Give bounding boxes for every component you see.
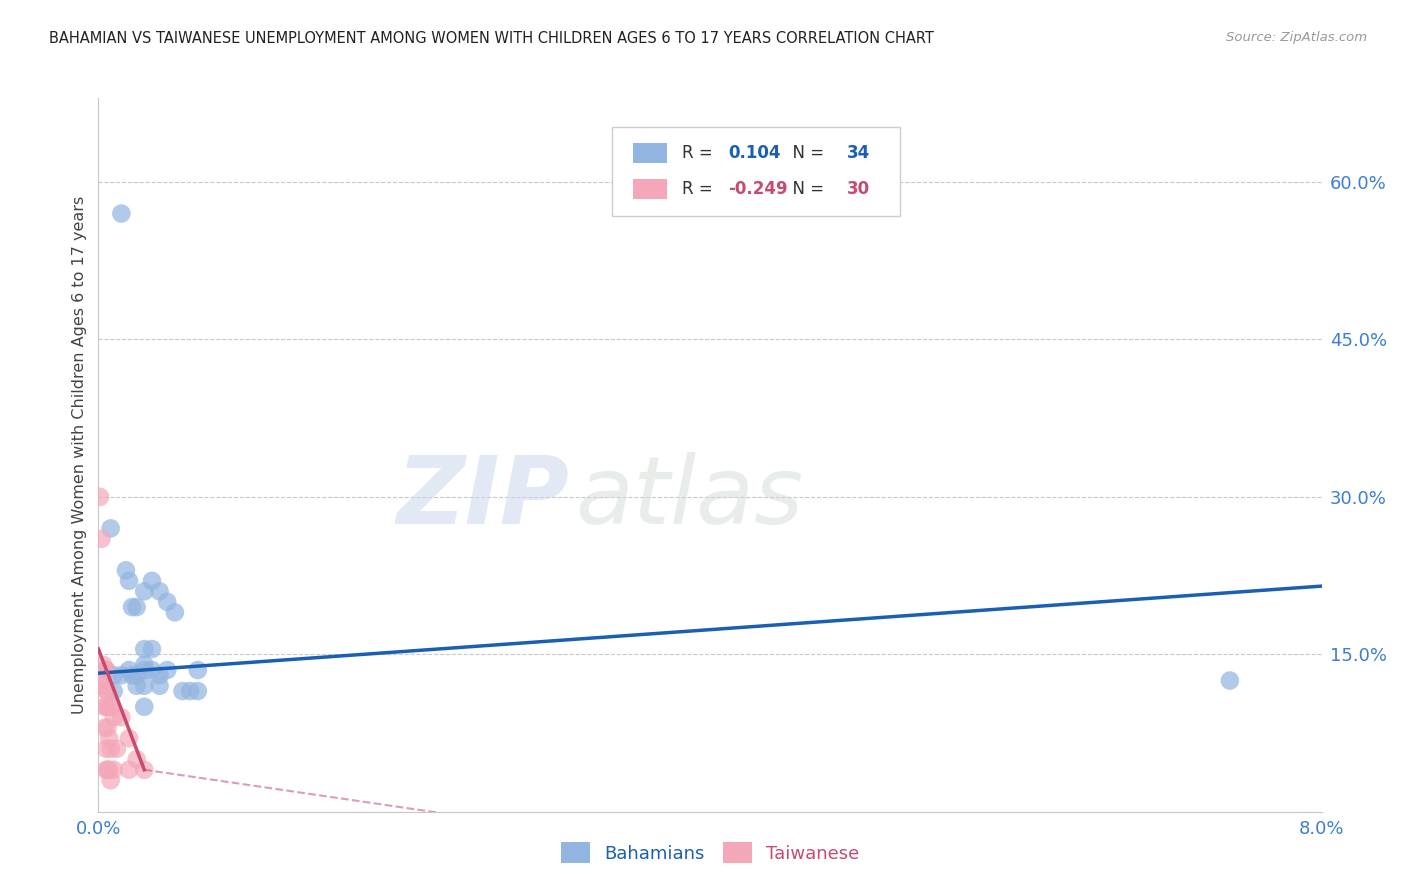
Point bbox=[110, 206, 132, 220]
Point bbox=[187, 684, 209, 698]
Point bbox=[97, 684, 120, 698]
Text: BAHAMIAN VS TAIWANESE UNEMPLOYMENT AMONG WOMEN WITH CHILDREN AGES 6 TO 17 YEARS : BAHAMIAN VS TAIWANESE UNEMPLOYMENT AMONG… bbox=[49, 31, 934, 46]
Point bbox=[134, 763, 156, 777]
Point bbox=[134, 642, 156, 657]
Point bbox=[110, 710, 132, 724]
Text: Source: ZipAtlas.com: Source: ZipAtlas.com bbox=[1226, 31, 1367, 45]
Point bbox=[141, 574, 163, 588]
Point bbox=[125, 668, 148, 682]
Point bbox=[103, 763, 125, 777]
Point bbox=[110, 668, 132, 682]
Point bbox=[91, 657, 114, 672]
Text: -0.249: -0.249 bbox=[728, 180, 787, 198]
Point bbox=[149, 679, 172, 693]
Text: atlas: atlas bbox=[575, 452, 804, 543]
Point bbox=[134, 699, 156, 714]
Text: ZIP: ZIP bbox=[396, 451, 569, 544]
Point bbox=[103, 684, 125, 698]
Point bbox=[100, 773, 122, 788]
Point bbox=[98, 699, 121, 714]
Point bbox=[115, 563, 138, 577]
Point bbox=[163, 605, 186, 619]
Text: 30: 30 bbox=[846, 180, 870, 198]
Text: R =: R = bbox=[682, 145, 718, 162]
Point bbox=[125, 752, 148, 766]
Point bbox=[125, 600, 148, 615]
Point bbox=[187, 663, 209, 677]
Point bbox=[94, 763, 117, 777]
Point bbox=[125, 679, 148, 693]
Point bbox=[179, 684, 201, 698]
Point bbox=[94, 741, 117, 756]
Legend: Bahamians, Taiwanese: Bahamians, Taiwanese bbox=[554, 835, 866, 871]
Text: N =: N = bbox=[782, 180, 830, 198]
Point bbox=[141, 663, 163, 677]
Point bbox=[134, 663, 156, 677]
Point bbox=[121, 668, 143, 682]
Point bbox=[172, 684, 194, 698]
Point bbox=[93, 699, 115, 714]
Point bbox=[93, 679, 115, 693]
Point bbox=[98, 731, 121, 746]
Point bbox=[141, 642, 163, 657]
FancyBboxPatch shape bbox=[612, 127, 900, 216]
Point bbox=[103, 668, 125, 682]
Point bbox=[118, 763, 141, 777]
Point bbox=[103, 710, 125, 724]
Point bbox=[97, 721, 120, 735]
Point bbox=[100, 699, 122, 714]
Point bbox=[134, 679, 156, 693]
FancyBboxPatch shape bbox=[633, 143, 668, 163]
Point bbox=[94, 663, 117, 677]
Point bbox=[97, 763, 120, 777]
Point bbox=[94, 663, 117, 677]
Point bbox=[91, 679, 114, 693]
Point bbox=[98, 763, 121, 777]
Text: R =: R = bbox=[682, 180, 718, 198]
Point bbox=[118, 574, 141, 588]
Point bbox=[89, 490, 111, 504]
FancyBboxPatch shape bbox=[633, 178, 668, 199]
Point bbox=[149, 668, 172, 682]
Point bbox=[94, 699, 117, 714]
Point bbox=[134, 584, 156, 599]
Point bbox=[118, 731, 141, 746]
Text: N =: N = bbox=[782, 145, 830, 162]
Point bbox=[156, 595, 179, 609]
Point bbox=[93, 721, 115, 735]
Point bbox=[134, 657, 156, 672]
Point bbox=[1219, 673, 1241, 688]
Point bbox=[90, 532, 112, 546]
Point bbox=[121, 600, 143, 615]
Point bbox=[93, 663, 115, 677]
Y-axis label: Unemployment Among Women with Children Ages 6 to 17 years: Unemployment Among Women with Children A… bbox=[72, 196, 87, 714]
Point bbox=[156, 663, 179, 677]
Point bbox=[149, 584, 172, 599]
Text: 0.104: 0.104 bbox=[728, 145, 780, 162]
Point bbox=[94, 684, 117, 698]
Point bbox=[118, 663, 141, 677]
Point bbox=[100, 741, 122, 756]
Point bbox=[105, 741, 128, 756]
Text: 34: 34 bbox=[846, 145, 870, 162]
Point bbox=[100, 521, 122, 535]
